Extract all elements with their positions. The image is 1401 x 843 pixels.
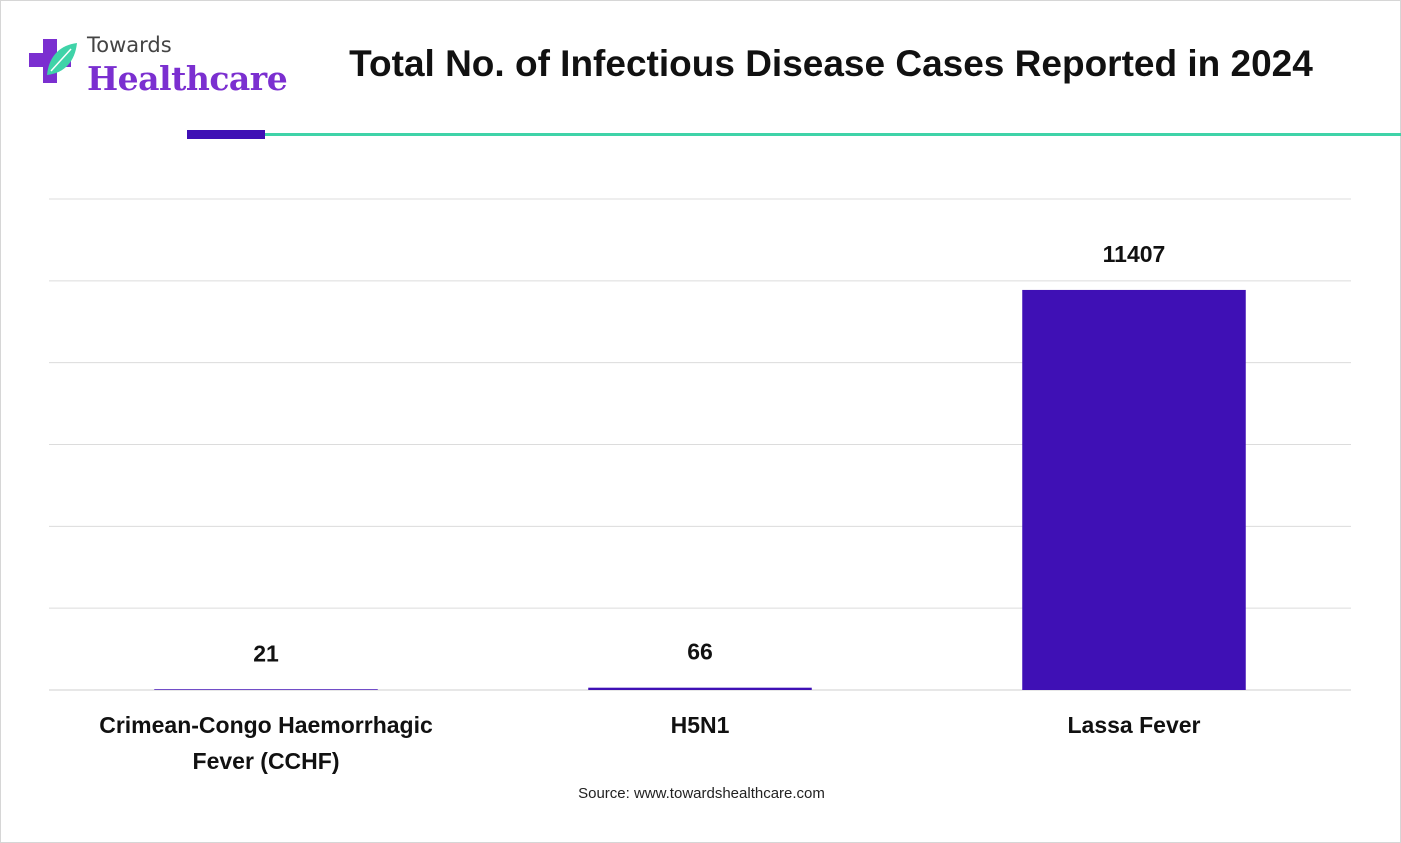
brand-logo: Towards Healthcare (29, 33, 288, 103)
bar (1022, 289, 1246, 690)
category-label: H5N1 (671, 712, 730, 738)
bar (154, 689, 378, 690)
category-label: Lassa Fever (1068, 712, 1201, 738)
bar (588, 687, 812, 690)
brand-name-main: Healthcare (87, 59, 288, 98)
source-note: Source: www.towardshealthcare.com (578, 785, 825, 802)
data-label: 11407 (1103, 241, 1166, 267)
medical-cross-leaf-icon (29, 39, 77, 83)
data-label: 21 (253, 640, 279, 666)
brand-name-top: Towards (87, 33, 172, 57)
title-underline-accent (187, 130, 265, 139)
category-label: Fever (CCHF) (193, 748, 340, 774)
title-underline (264, 133, 1401, 136)
data-label: 66 (687, 639, 713, 665)
category-label: Crimean-Congo Haemorrhagic (99, 712, 433, 738)
chart-title: Total No. of Infectious Disease Cases Re… (349, 43, 1313, 84)
